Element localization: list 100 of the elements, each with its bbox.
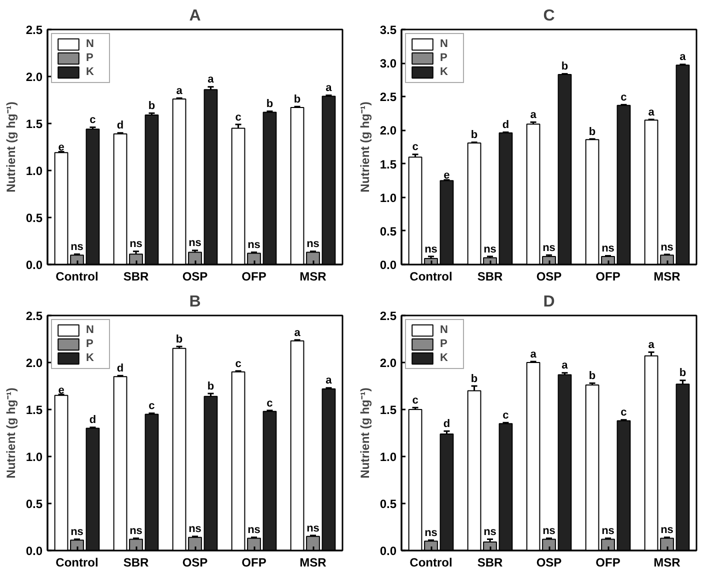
data-label: c <box>412 141 418 154</box>
chart-title: A <box>189 8 202 24</box>
y-tick-label: 2.0 <box>26 356 43 370</box>
data-label: c <box>235 358 242 370</box>
x-tick-label: Control <box>56 556 98 570</box>
data-label: ns <box>602 242 614 255</box>
y-tick-label: 2.5 <box>26 309 43 323</box>
data-label: b <box>679 367 686 380</box>
legend-label: K <box>440 66 449 78</box>
x-tick-label: Control <box>410 270 452 284</box>
y-axis-title: Nutrient (g hg⁻¹) <box>4 388 18 478</box>
data-label: ns <box>70 240 84 253</box>
x-tick-label: MSR <box>300 270 327 284</box>
data-label: ns <box>188 237 202 250</box>
y-tick-label: 0.5 <box>26 211 43 225</box>
data-label: d <box>502 119 510 132</box>
y-tick-label: 2.0 <box>380 356 397 370</box>
y-tick-label: 2.5 <box>26 23 43 37</box>
x-tick-label: SBR <box>477 270 503 284</box>
x-tick-label: SBR <box>123 556 149 570</box>
y-tick-label: 0.0 <box>380 258 397 272</box>
y-tick-label: 1.5 <box>26 117 43 131</box>
y-tick-label: 3.5 <box>380 23 397 37</box>
data-label: ns <box>424 526 438 539</box>
x-tick-label: MSR <box>300 556 327 570</box>
chart-title: C <box>543 8 556 24</box>
x-tick-label: OSP <box>182 556 208 570</box>
legend-label: P <box>440 338 448 350</box>
data-label: d <box>116 362 124 374</box>
data-label: d <box>89 414 96 426</box>
data-label: c <box>266 397 273 410</box>
data-label: ns <box>484 526 496 538</box>
y-tick-label: 1.0 <box>380 190 397 205</box>
data-label: ns <box>602 525 614 538</box>
data-label: a <box>680 51 687 64</box>
x-tick-label: OSP <box>536 556 562 570</box>
y-axis-title: Nutrient (g hg⁻¹) <box>4 102 18 192</box>
y-tick-label: 3.0 <box>380 56 397 71</box>
data-label: b <box>470 372 478 385</box>
data-label: b <box>588 126 596 138</box>
y-tick-label: 1.0 <box>26 164 43 178</box>
y-tick-label: 1.5 <box>380 403 397 417</box>
legend-label: N <box>440 324 449 336</box>
x-tick-label: Control <box>410 556 452 570</box>
data-label: b <box>176 333 183 346</box>
data-label: a <box>294 326 302 339</box>
data-label: b <box>561 60 568 73</box>
legend-label: K <box>86 66 95 78</box>
y-tick-label: 1.0 <box>26 450 43 464</box>
legend-label: P <box>86 338 94 350</box>
legend-label: K <box>86 352 95 364</box>
data-label: ns <box>542 525 556 538</box>
y-tick-label: 2.5 <box>380 90 397 104</box>
data-label: e <box>58 384 64 396</box>
data-label: a <box>326 82 333 94</box>
data-label: a <box>208 74 215 86</box>
y-tick-label: 0.5 <box>26 497 43 511</box>
legend-label: K <box>440 352 449 364</box>
chart-title: B <box>189 294 201 310</box>
x-tick-label: SBR <box>477 556 503 570</box>
data-label: a <box>530 108 538 121</box>
data-label: b <box>588 370 596 382</box>
x-tick-label: MSR <box>654 270 681 284</box>
data-label: ns <box>188 523 202 536</box>
x-tick-label: OSP <box>536 270 562 284</box>
data-label: ns <box>542 242 556 254</box>
y-axis-title: Nutrient (g hg⁻¹) <box>358 388 372 478</box>
y-tick-label: 2.5 <box>380 309 397 323</box>
data-label: ns <box>248 524 260 536</box>
y-tick-label: 1.5 <box>26 403 43 417</box>
legend-label: N <box>86 38 95 50</box>
y-tick-label: 0.5 <box>380 224 397 238</box>
x-tick-label: OFP <box>242 270 266 284</box>
y-tick-label: 0.0 <box>26 544 43 558</box>
y-tick-label: 0.0 <box>26 258 43 272</box>
y-tick-label: 2.0 <box>26 70 43 84</box>
x-tick-label: OSP <box>182 270 208 284</box>
data-label: a <box>648 338 656 351</box>
data-label: a <box>326 374 333 387</box>
chart-title: D <box>543 294 555 310</box>
x-tick-label: MSR <box>654 556 681 570</box>
data-label: a <box>648 106 656 118</box>
x-tick-label: SBR <box>123 270 149 284</box>
data-label: a <box>562 360 569 372</box>
y-tick-label: 0.5 <box>380 497 397 511</box>
data-label: b <box>207 380 214 392</box>
data-label: ns <box>130 238 142 250</box>
data-label: ns <box>130 525 142 538</box>
y-tick-label: 1.0 <box>380 450 397 464</box>
y-tick-label: 0.0 <box>380 544 397 558</box>
data-label: e <box>58 142 64 154</box>
data-label: b <box>148 100 156 112</box>
legend-label: N <box>86 324 95 336</box>
data-label: ns <box>70 526 84 538</box>
data-label: b <box>266 98 274 110</box>
y-tick-label: 1.5 <box>380 157 397 172</box>
data-label: ns <box>248 239 260 252</box>
y-axis-title: Nutrient (g hg⁻¹) <box>358 102 372 192</box>
legend-label: P <box>440 52 448 64</box>
data-label: ns <box>484 243 496 256</box>
